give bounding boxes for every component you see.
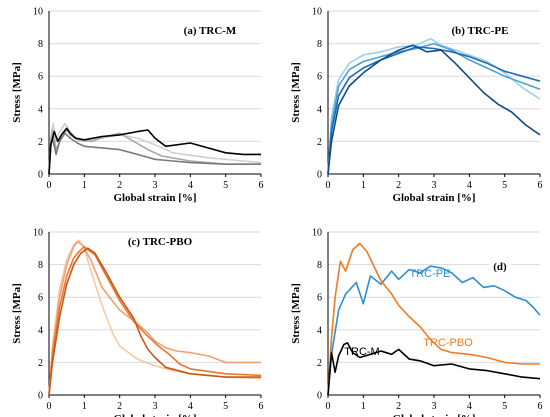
x-tick-label: 5: [223, 401, 228, 412]
x-tick-label: 4: [467, 180, 472, 191]
x-tick-label: 3: [153, 180, 158, 191]
y-tick-label: 8: [38, 260, 43, 271]
y-tick-label: 6: [38, 72, 43, 83]
y-tick-label: 6: [317, 293, 322, 304]
x-axis-label: Global strain [%]: [113, 192, 196, 204]
series-line-c-3: [48, 245, 262, 396]
y-tick-label: 6: [317, 72, 322, 83]
x-tick-label: 0: [326, 401, 331, 412]
x-tick-label: 0: [47, 180, 52, 191]
x-tick-label: 0: [47, 401, 52, 412]
x-tick-label: 5: [223, 180, 228, 191]
series-line-a-4: [48, 127, 261, 175]
x-tick-label: 5: [502, 180, 507, 191]
x-tick-label: 2: [396, 180, 401, 191]
series-line-d-3: [327, 342, 541, 396]
panel-title-box: [447, 23, 513, 39]
x-tick-label: 6: [538, 401, 543, 412]
panel-title: (a) TRC-M: [184, 25, 237, 37]
panel-title-box: [123, 234, 197, 250]
x-axis-label: Global strain [%]: [392, 192, 475, 204]
panel-title: (b) TRC-PE: [452, 25, 509, 37]
y-axis-label: Stress [MPa]: [290, 283, 302, 344]
x-tick-label: 1: [82, 180, 87, 191]
series-label-trc-pbo: TRC-PBO: [423, 337, 473, 349]
panel-title: (d): [493, 261, 507, 273]
x-tick-label: 6: [259, 180, 264, 191]
y-tick-label: 8: [317, 260, 322, 271]
y-tick-label: 8: [317, 39, 322, 50]
x-tick-label: 3: [432, 180, 437, 191]
y-axis-label: Stress [MPa]: [11, 62, 23, 123]
y-tick-label: 4: [38, 104, 43, 115]
series-line-d-1: [327, 265, 541, 396]
y-tick-label: 6: [38, 293, 43, 304]
chart-panel-c: 0 2 4 6 8 10 0 1 2 3 4 5 6 Global strain [%] Stress [M…: [11, 228, 264, 417]
series-line-a-3: [48, 132, 261, 175]
series-line-c-2: [48, 241, 261, 396]
series-line-c-4: [48, 247, 261, 396]
chart-panel-b: 0 2 4 6 8 10 0 1 2 3 4 5 6 Global strain [%] Stress [M…: [290, 7, 543, 205]
series-line-d-2: [327, 242, 540, 396]
panel-title-box: [489, 259, 512, 275]
series-line-b-2: [327, 42, 541, 175]
x-tick-label: 1: [361, 401, 366, 412]
y-tick-label: 2: [317, 137, 322, 148]
y-tick-label: 2: [38, 137, 43, 148]
y-tick-label: 4: [317, 325, 322, 336]
y-axis-label: Stress [MPa]: [290, 62, 302, 123]
x-tick-label: 2: [396, 401, 401, 412]
series-line-a-2: [48, 129, 261, 175]
x-tick-label: 1: [361, 180, 366, 191]
y-axis-label: Stress [MPa]: [11, 283, 23, 344]
x-tick-label: 6: [538, 180, 543, 191]
y-tick-label: 4: [38, 325, 43, 336]
y-tick-label: 10: [33, 228, 43, 239]
series-line-b-1: [327, 37, 541, 175]
x-tick-label: 1: [82, 401, 87, 412]
x-tick-label: 3: [432, 401, 437, 412]
chart-panel-a: 0 2 4 6 8 10 0 1 2 3 4 5 6 Global strain [%] Stress [M…: [11, 7, 264, 205]
series-line-c-1: [48, 239, 262, 396]
y-tick-label: 0: [38, 391, 43, 402]
x-tick-label: 0: [326, 180, 331, 191]
x-tick-label: 2: [117, 180, 122, 191]
y-tick-label: 10: [312, 228, 322, 239]
y-tick-label: 2: [38, 358, 43, 369]
panel-title-box: [179, 23, 241, 39]
series-label-trc-pe: TRC-PE: [410, 268, 451, 280]
x-tick-label: 4: [467, 401, 472, 412]
x-axis-label: Global strain [%]: [113, 413, 196, 417]
x-tick-label: 3: [153, 401, 158, 412]
y-tick-label: 10: [312, 7, 322, 18]
series-line-b-4: [327, 44, 541, 175]
x-tick-label: 4: [188, 180, 193, 191]
x-tick-label: 6: [259, 401, 264, 412]
panel-title: (c) TRC-PBO: [128, 236, 193, 248]
series-label-trc-m: TRC-M: [344, 346, 379, 358]
y-tick-label: 0: [317, 391, 322, 402]
x-tick-label: 4: [188, 401, 193, 412]
y-tick-label: 8: [38, 39, 43, 50]
x-tick-label: 2: [117, 401, 122, 412]
y-tick-label: 10: [33, 7, 43, 18]
x-tick-label: 5: [502, 401, 507, 412]
y-tick-label: 4: [317, 104, 322, 115]
chart-panel-d: 0 2 4 6 8 10 0 1 2 3 4 5 6 Global strain [%] Stress [M…: [290, 228, 543, 417]
y-tick-label: 0: [317, 170, 322, 181]
y-tick-label: 2: [317, 358, 322, 369]
x-axis-label: Global strain [%]: [392, 413, 475, 417]
y-tick-label: 0: [38, 170, 43, 181]
series-line-a-1: [48, 122, 262, 175]
